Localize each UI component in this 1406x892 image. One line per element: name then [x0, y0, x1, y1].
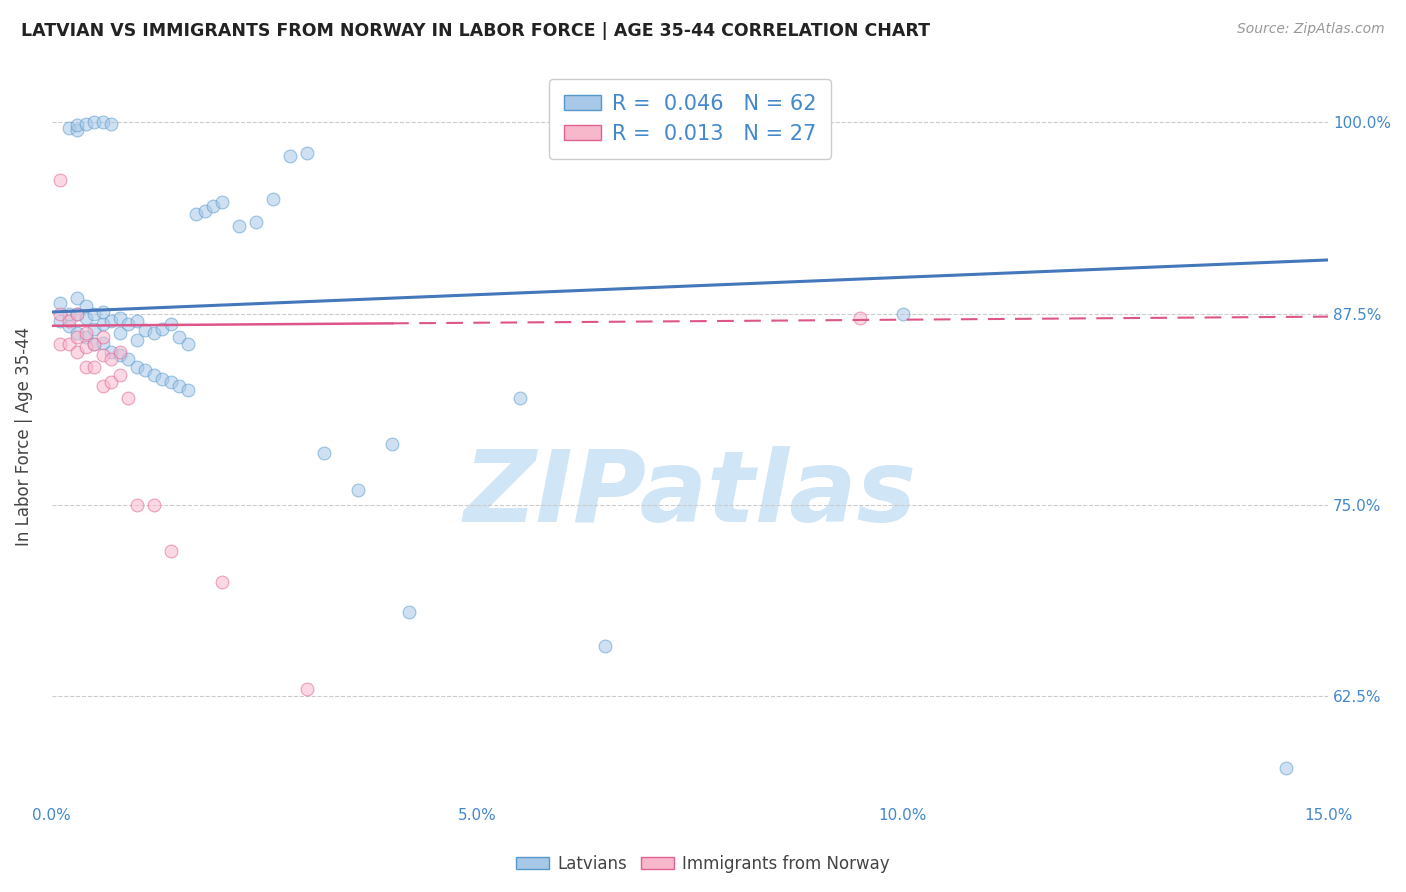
Point — [66, 118, 89, 132]
Legend: R =  0.046   N = 62, R =  0.013   N = 27: R = 0.046 N = 62, R = 0.013 N = 27 — [550, 78, 831, 159]
Point — [1274, 761, 1296, 775]
Point — [83, 337, 105, 351]
Point — [75, 299, 97, 313]
Point — [295, 681, 318, 696]
Point — [49, 173, 72, 187]
Point — [117, 391, 139, 405]
Point — [91, 115, 114, 129]
Text: Source: ZipAtlas.com: Source: ZipAtlas.com — [1237, 22, 1385, 37]
Point — [66, 307, 89, 321]
Point — [398, 605, 420, 619]
Point — [194, 203, 217, 218]
Point — [100, 376, 122, 390]
Point — [91, 329, 114, 343]
Point — [211, 194, 233, 209]
Point — [295, 145, 318, 160]
Point — [108, 348, 131, 362]
Point — [66, 344, 89, 359]
Point — [58, 318, 80, 333]
Point — [75, 311, 97, 326]
Point — [91, 348, 114, 362]
Point — [83, 360, 105, 375]
Point — [100, 117, 122, 131]
Point — [66, 329, 89, 343]
Point — [83, 322, 105, 336]
Point — [245, 215, 267, 229]
Point — [134, 323, 156, 337]
Point — [100, 314, 122, 328]
Text: ZIPatlas: ZIPatlas — [464, 446, 917, 543]
Point — [66, 326, 89, 341]
Point — [58, 307, 80, 321]
Point — [134, 363, 156, 377]
Point — [160, 544, 183, 558]
Point — [83, 115, 105, 129]
Point — [91, 318, 114, 332]
Point — [186, 207, 208, 221]
Point — [75, 340, 97, 354]
Point — [891, 307, 914, 321]
Point — [347, 483, 370, 497]
Point — [75, 329, 97, 343]
Point — [150, 372, 173, 386]
Text: LATVIAN VS IMMIGRANTS FROM NORWAY IN LABOR FORCE | AGE 35-44 CORRELATION CHART: LATVIAN VS IMMIGRANTS FROM NORWAY IN LAB… — [21, 22, 931, 40]
Point — [169, 329, 191, 343]
Point — [202, 199, 225, 213]
Point — [49, 314, 72, 328]
Point — [49, 307, 72, 321]
Point — [211, 574, 233, 589]
Point — [117, 352, 139, 367]
Point — [100, 344, 122, 359]
Point — [49, 337, 72, 351]
Point — [75, 326, 97, 341]
Point — [117, 318, 139, 332]
Point — [849, 311, 872, 326]
Y-axis label: In Labor Force | Age 35-44: In Labor Force | Age 35-44 — [15, 326, 32, 546]
Point — [160, 376, 183, 390]
Point — [58, 121, 80, 136]
Point — [108, 311, 131, 326]
Point — [66, 307, 89, 321]
Point — [75, 117, 97, 131]
Point — [58, 337, 80, 351]
Point — [66, 122, 89, 136]
Point — [262, 192, 284, 206]
Point — [125, 333, 148, 347]
Point — [177, 383, 200, 397]
Point — [509, 391, 531, 405]
Point — [83, 307, 105, 321]
Point — [49, 295, 72, 310]
Point — [75, 360, 97, 375]
Point — [100, 352, 122, 367]
Point — [142, 498, 165, 512]
Point — [142, 326, 165, 341]
Point — [125, 498, 148, 512]
Point — [91, 305, 114, 319]
Point — [150, 322, 173, 336]
Legend: Latvians, Immigrants from Norway: Latvians, Immigrants from Norway — [509, 848, 897, 880]
Point — [58, 314, 80, 328]
Point — [142, 368, 165, 382]
Point — [177, 337, 200, 351]
Point — [83, 337, 105, 351]
Point — [312, 446, 335, 460]
Point — [108, 326, 131, 341]
Point — [108, 344, 131, 359]
Point — [125, 360, 148, 375]
Point — [228, 219, 250, 234]
Point — [381, 436, 404, 450]
Point — [169, 378, 191, 392]
Point — [125, 314, 148, 328]
Point — [108, 368, 131, 382]
Point — [278, 149, 301, 163]
Point — [593, 639, 616, 653]
Point — [160, 318, 183, 332]
Point — [91, 335, 114, 350]
Point — [66, 291, 89, 305]
Point — [91, 378, 114, 392]
